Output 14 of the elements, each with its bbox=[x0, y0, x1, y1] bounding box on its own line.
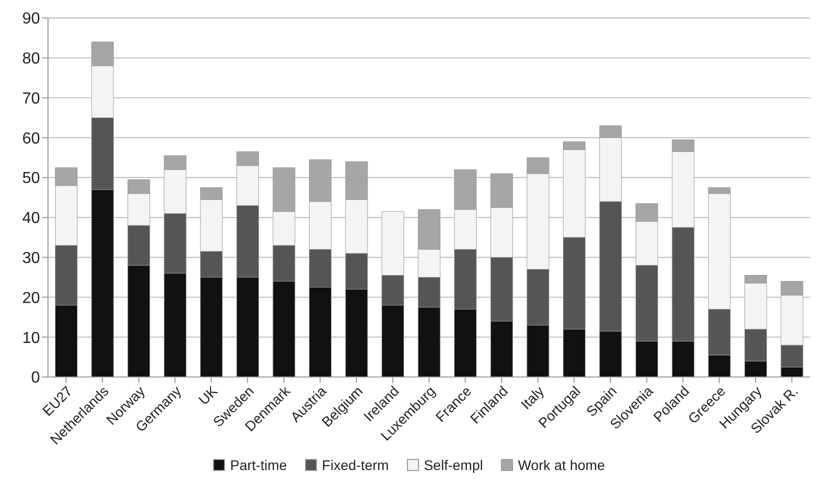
y-tick-label: 50 bbox=[22, 170, 40, 188]
y-tick-label: 70 bbox=[22, 90, 40, 108]
y-tick-label: 40 bbox=[22, 210, 40, 228]
legend-label: Work at home bbox=[518, 457, 605, 473]
y-tick-label: 0 bbox=[31, 370, 40, 387]
y-tick-label: 10 bbox=[22, 330, 40, 347]
legend-label: Fixed-term bbox=[322, 457, 389, 473]
legend-label: Self-empl bbox=[424, 457, 483, 473]
y-tick-label: 60 bbox=[22, 130, 40, 148]
y-tick-label: 30 bbox=[22, 250, 40, 268]
y-tick-label: 80 bbox=[22, 50, 40, 68]
legend-label: Part-time bbox=[230, 457, 287, 473]
y-tick-label: 20 bbox=[22, 290, 40, 307]
y-tick-label: 90 bbox=[22, 10, 40, 28]
